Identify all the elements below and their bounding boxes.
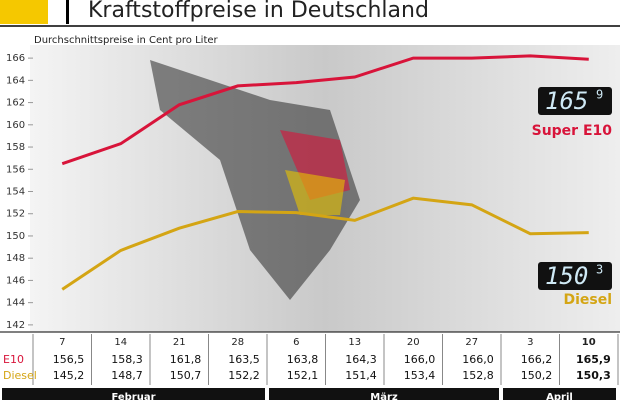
nozzle-illustration	[150, 60, 360, 300]
y-tick-label: 160	[6, 120, 25, 131]
y-tick-label: 152	[6, 209, 25, 220]
month-bar	[269, 388, 499, 400]
chart-subtitle: Durchschnittspreise in Cent pro Liter	[34, 35, 219, 46]
value-label: 152,2	[228, 369, 260, 382]
title-square	[0, 0, 48, 24]
month-label: März	[370, 392, 398, 400]
value-label: 152,8	[462, 369, 494, 382]
value-label: 163,8	[287, 353, 319, 366]
value-label: 150,2	[521, 369, 553, 382]
y-tick-label: 144	[6, 298, 25, 309]
value-label: 150,7	[170, 369, 202, 382]
display-decimal: 9	[596, 88, 603, 102]
value-label: 153,4	[404, 369, 436, 382]
y-tick-label: 154	[6, 187, 25, 198]
y-tick-label: 150	[6, 231, 25, 242]
x-tick-label: 7	[59, 337, 65, 348]
x-tick-label: 10	[582, 337, 596, 348]
x-tick-label: 27	[465, 337, 478, 348]
value-label: 166,0	[404, 353, 436, 366]
row-label: E10	[3, 353, 24, 366]
series-line	[61, 54, 589, 166]
value-label: 145,2	[53, 369, 85, 382]
y-tick-label: 164	[6, 75, 25, 86]
row-label: Diesel	[3, 369, 37, 382]
month-bar	[503, 388, 616, 400]
y-tick-label: 146	[6, 275, 25, 286]
month-label: April	[546, 392, 573, 400]
y-tick-label: 142	[6, 320, 25, 331]
month-label: Februar	[111, 392, 155, 400]
month-bar	[2, 388, 265, 400]
title-divider	[66, 0, 69, 24]
y-tick-label: 166	[6, 53, 25, 64]
price-display	[538, 262, 612, 290]
y-tick-label: 148	[6, 253, 25, 264]
price-display	[538, 87, 612, 115]
flag-gold	[285, 170, 345, 215]
x-tick-label: 3	[527, 337, 533, 348]
display-decimal: 3	[596, 263, 603, 277]
display-main: 165	[545, 87, 588, 115]
value-label: 150,3	[576, 369, 611, 382]
value-label: 166,2	[521, 353, 553, 366]
legend-label: Super E10	[532, 123, 613, 139]
y-tick-label: 162	[6, 98, 25, 109]
value-label: 152,1	[287, 369, 319, 382]
x-tick-label: 14	[114, 337, 127, 348]
display-main: 150	[545, 262, 588, 290]
value-label: 148,7	[111, 369, 143, 382]
series-line	[61, 196, 589, 291]
value-label: 151,4	[345, 369, 377, 382]
x-tick-label: 20	[407, 337, 420, 348]
value-label: 158,3	[111, 353, 143, 366]
value-label: 164,3	[345, 353, 377, 366]
x-tick-label: 13	[348, 337, 361, 348]
x-tick-label: 6	[293, 337, 299, 348]
value-label: 161,8	[170, 353, 202, 366]
x-tick-label: 28	[231, 337, 244, 348]
value-label: 163,5	[228, 353, 260, 366]
y-tick-label: 158	[6, 142, 25, 153]
value-label: 166,0	[462, 353, 494, 366]
value-label: 156,5	[53, 353, 85, 366]
x-tick-label: 21	[173, 337, 186, 348]
table-bg	[0, 332, 620, 386]
value-label: 165,9	[576, 353, 611, 366]
y-tick-label: 156	[6, 164, 25, 175]
chart-title: Kraftstoffpreise in Deutschland	[88, 0, 429, 23]
legend-label: Diesel	[563, 292, 612, 308]
